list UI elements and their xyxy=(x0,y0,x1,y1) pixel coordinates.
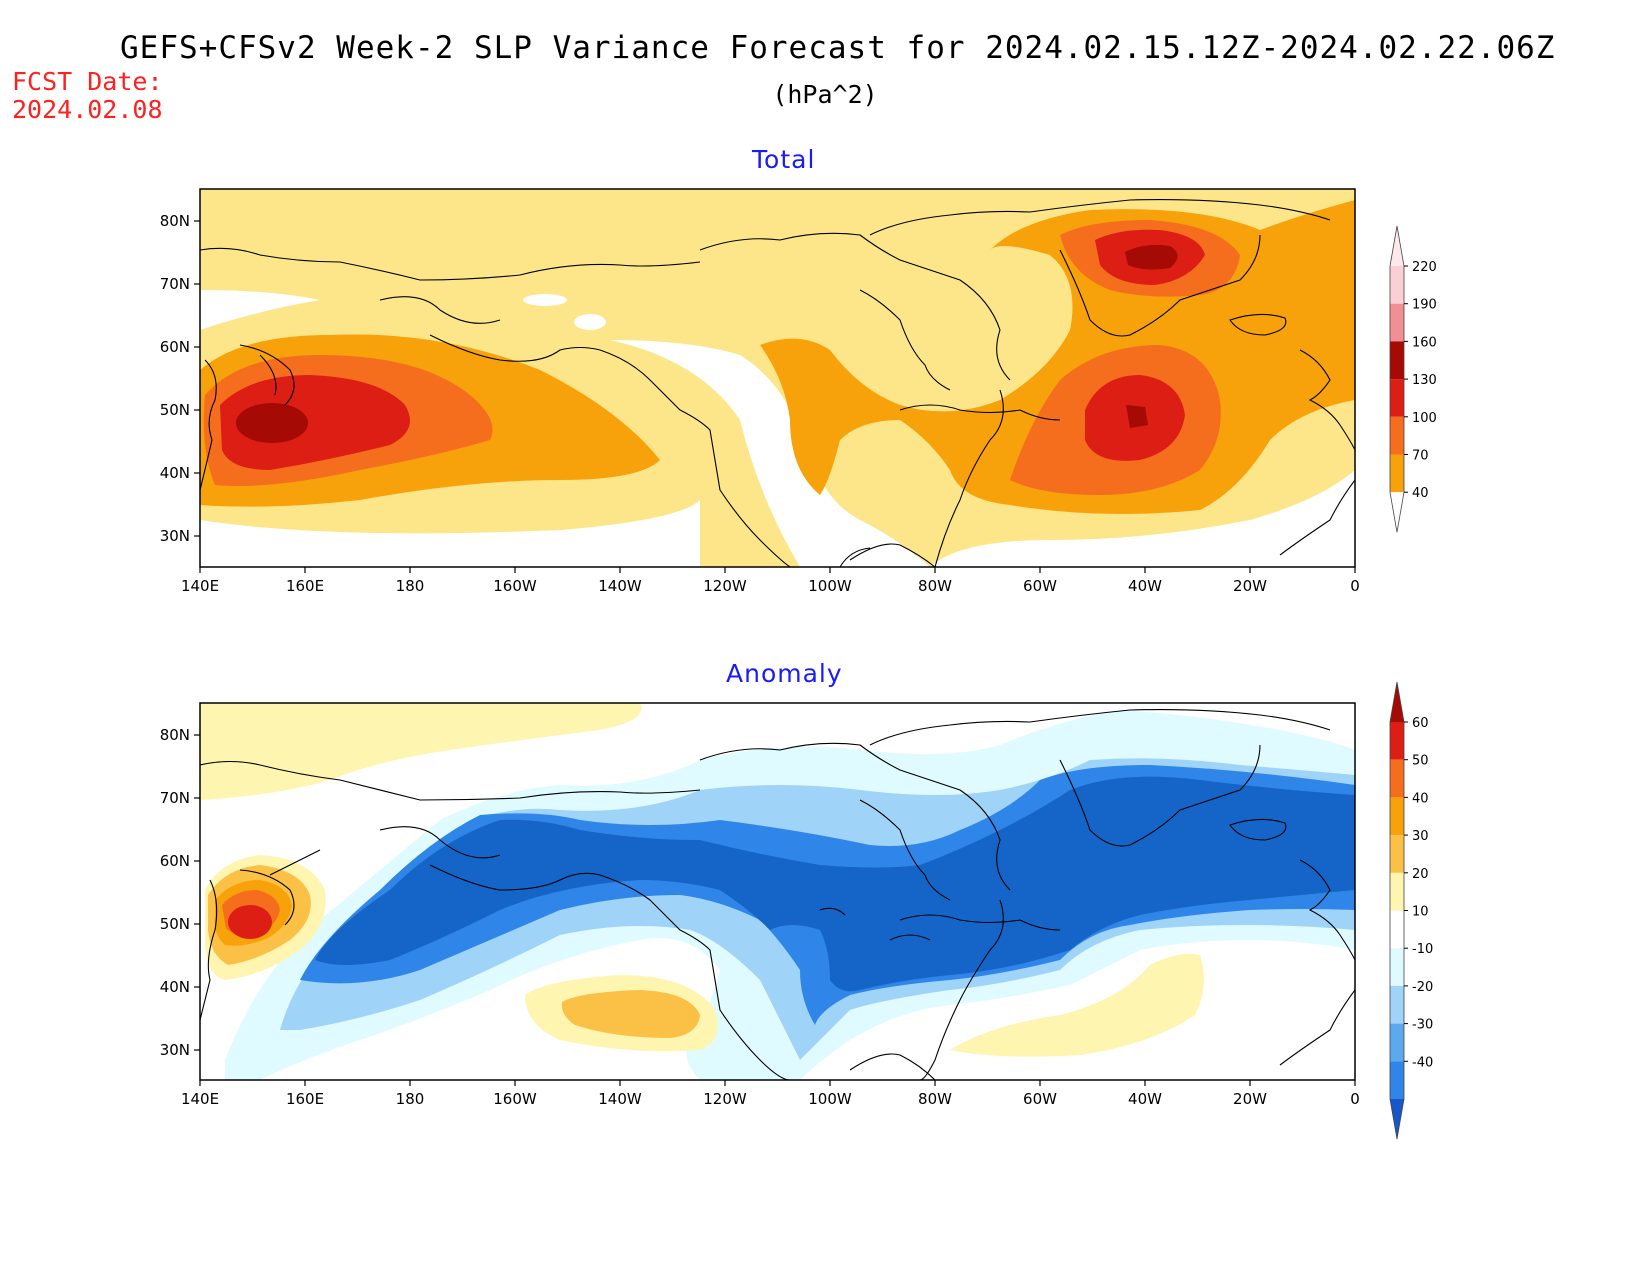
anomaly-cbar-label: 60 xyxy=(1412,716,1429,731)
anomaly-cbar-swatch xyxy=(1390,835,1404,873)
anomaly-cbar-label: -40 xyxy=(1412,1055,1433,1070)
total-lon-label: 140W xyxy=(598,577,642,595)
anomaly-cbar-label: 20 xyxy=(1412,867,1429,882)
total-cbar-label: 190 xyxy=(1412,298,1437,313)
total-lat-label: 30N xyxy=(160,527,190,545)
anomaly-panel-title: Anomaly xyxy=(726,659,843,688)
anomaly-lat-label: 80N xyxy=(160,726,190,744)
total-cbar-swatch xyxy=(1390,416,1404,455)
total-contour-field xyxy=(200,189,1355,567)
total-colorbar: 220 190 160 130 100 70 40 xyxy=(1389,225,1437,533)
total-lon-label: 40W xyxy=(1128,577,1162,595)
total-lon-label: 140E xyxy=(181,577,219,595)
fcst-date-label: FCST Date: xyxy=(12,67,163,96)
anomaly-cbar-swatch xyxy=(1390,759,1404,798)
total-cbar-label: 70 xyxy=(1412,449,1429,464)
total-lon-label: 160E xyxy=(286,577,324,595)
total-cbar-swatch xyxy=(1390,303,1404,342)
anomaly-lon-label: 160W xyxy=(493,1090,537,1108)
total-map-panel: 140E 160E 180 160W 140W 120W 100W 80W 60W 40W 20W 0… xyxy=(160,188,1437,595)
total-lat-label: 40N xyxy=(160,464,190,482)
total-lon-label: 80W xyxy=(918,577,952,595)
total-coastlines xyxy=(200,199,1355,567)
total-lat-label: 60N xyxy=(160,338,190,356)
anomaly-cbar-bottom-arrow xyxy=(1390,1099,1404,1139)
anomaly-lon-label: 120W xyxy=(703,1090,747,1108)
anomaly-coastlines xyxy=(200,709,1355,1080)
total-panel-title: Total xyxy=(752,145,816,174)
anomaly-colorbar: 60 50 40 30 20 10 -10 -20 -30 -40 xyxy=(1389,681,1433,1140)
anomaly-cbar-swatch xyxy=(1390,872,1404,911)
anomaly-lon-label: 80W xyxy=(918,1090,952,1108)
anomaly-lon-label: 180 xyxy=(396,1090,425,1108)
anomaly-cbar-swatch xyxy=(1390,948,1404,986)
anomaly-cbar-label: -30 xyxy=(1412,1018,1433,1033)
anomaly-cbar-top-arrow xyxy=(1390,682,1404,722)
total-cbar-bottom-arrow xyxy=(1390,492,1404,533)
anomaly-lon-label: 140E xyxy=(181,1090,219,1108)
anomaly-cbar-label: 30 xyxy=(1412,829,1429,844)
total-cbar-label: 130 xyxy=(1412,373,1437,388)
anomaly-lon-label: 160E xyxy=(286,1090,324,1108)
total-cbar-label: 160 xyxy=(1412,335,1437,350)
anomaly-cbar-swatch xyxy=(1390,1061,1404,1099)
anomaly-contour-field xyxy=(200,703,1355,1080)
anomaly-cbar-label: -10 xyxy=(1412,942,1433,957)
total-cbar-top-arrow xyxy=(1390,226,1404,266)
total-lat-label: 50N xyxy=(160,401,190,419)
anomaly-cbar-swatch xyxy=(1390,985,1404,1024)
anomaly-lon-label: 20W xyxy=(1233,1090,1267,1108)
figure-title: GEFS+CFSv2 Week-2 SLP Variance Forecast … xyxy=(120,30,1556,66)
total-cbar-swatch xyxy=(1390,379,1404,417)
total-cbar-swatch xyxy=(1390,454,1404,493)
anomaly-lon-label: 100W xyxy=(808,1090,852,1108)
anomaly-lat-label: 40N xyxy=(160,978,190,996)
fcst-date-block: FCST Date: 2024.02.08 xyxy=(12,68,163,124)
total-lon-label: 100W xyxy=(808,577,852,595)
anomaly-map-panel: 140E 160E 180 160W 140W 120W 100W 80W 60W 40W 20W 0… xyxy=(160,681,1433,1140)
total-cbar-swatch xyxy=(1390,341,1404,380)
total-lon-label: 120W xyxy=(703,577,747,595)
anomaly-cbar-label: 50 xyxy=(1412,754,1429,769)
total-lon-label: 60W xyxy=(1023,577,1057,595)
fcst-date-value: 2024.02.08 xyxy=(12,95,163,124)
total-cbar-label: 220 xyxy=(1412,260,1437,275)
total-cbar-swatch xyxy=(1390,266,1404,304)
total-lon-label: 180 xyxy=(396,577,425,595)
anomaly-cbar-swatch xyxy=(1390,722,1404,760)
anomaly-cbar-label: -20 xyxy=(1412,980,1433,995)
anomaly-cbar-swatch xyxy=(1390,797,1404,836)
total-lat-label: 80N xyxy=(160,212,190,230)
total-cbar-label: 100 xyxy=(1412,411,1437,426)
anomaly-lat-label: 50N xyxy=(160,915,190,933)
anomaly-lat-label: 70N xyxy=(160,789,190,807)
anomaly-cbar-swatch xyxy=(1390,910,1404,949)
total-lon-label: 160W xyxy=(493,577,537,595)
total-lat-label: 70N xyxy=(160,275,190,293)
anomaly-lon-label: 140W xyxy=(598,1090,642,1108)
anomaly-lat-label: 60N xyxy=(160,852,190,870)
total-lon-label: 20W xyxy=(1233,577,1267,595)
anomaly-lon-label: 40W xyxy=(1128,1090,1162,1108)
anomaly-cbar-label: 10 xyxy=(1412,905,1429,920)
anomaly-lon-label: 60W xyxy=(1023,1090,1057,1108)
anomaly-lon-label: 0 xyxy=(1350,1090,1360,1108)
anomaly-axis-group: 140E 160E 180 160W 140W 120W 100W 80W 60W 40W 20W 0… xyxy=(160,726,1360,1108)
anomaly-lat-label: 30N xyxy=(160,1041,190,1059)
anomaly-cbar-swatch xyxy=(1390,1023,1404,1062)
total-cbar-label: 40 xyxy=(1412,486,1429,501)
units-label: (hPa^2) xyxy=(772,80,878,109)
anomaly-cbar-label: 40 xyxy=(1412,791,1429,806)
total-lon-label: 0 xyxy=(1350,577,1360,595)
total-axis-group: 140E 160E 180 160W 140W 120W 100W 80W 60W 40W 20W 0… xyxy=(160,212,1360,595)
